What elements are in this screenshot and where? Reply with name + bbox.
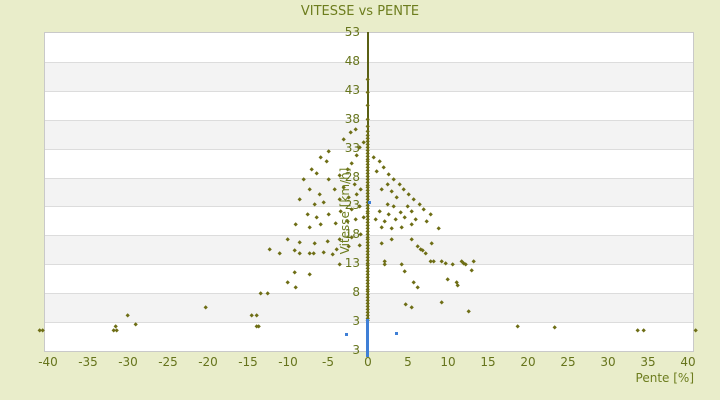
- grid-band: [45, 235, 693, 266]
- grid-band: [45, 90, 693, 121]
- chart-title: VITESSE vs PENTE: [300, 4, 420, 19]
- vitesse-points-marker: [36, 327, 42, 333]
- x-tick-label: -30: [118, 355, 138, 369]
- x-axis-label: Pente [%]: [635, 371, 694, 385]
- x-tick-label: -25: [158, 355, 178, 369]
- x-tick-label: 15: [480, 355, 496, 369]
- x-tick-label: 20: [520, 355, 536, 369]
- grid-band: [45, 293, 693, 324]
- x-tick-label: -35: [78, 355, 98, 369]
- grid-band: [45, 322, 693, 352]
- x-tick-label: -40: [38, 355, 58, 369]
- grid-band: [45, 177, 693, 208]
- plot-area: [44, 32, 694, 352]
- grid-band: [45, 61, 693, 92]
- grid-band: [45, 33, 693, 62]
- x-tick-label: -5: [322, 355, 334, 369]
- x-tick-label: 5: [404, 355, 412, 369]
- x-tick-label: -20: [198, 355, 218, 369]
- x-tick-label: 0: [364, 355, 372, 369]
- x-tick-label: 25: [560, 355, 576, 369]
- grid-band: [45, 119, 693, 150]
- x-tick-label: 30: [600, 355, 616, 369]
- vitesse-points-marker: [693, 328, 699, 334]
- x-tick-label: 35: [640, 355, 656, 369]
- y-axis-label: Vitesse [km/h]: [338, 167, 352, 255]
- grid-band: [45, 264, 693, 294]
- blue-points-marker: [366, 354, 370, 358]
- grid-band: [45, 206, 693, 236]
- x-tick-label: 10: [440, 355, 456, 369]
- x-tick-label: 40: [680, 355, 696, 369]
- x-tick-label: -15: [238, 355, 258, 369]
- grid-band: [45, 148, 693, 179]
- x-tick-label: -10: [278, 355, 298, 369]
